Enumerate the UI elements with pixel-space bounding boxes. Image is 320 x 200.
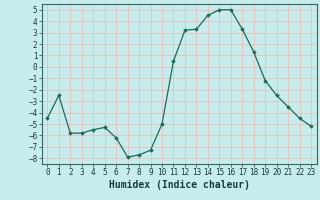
X-axis label: Humidex (Indice chaleur): Humidex (Indice chaleur) xyxy=(109,180,250,190)
